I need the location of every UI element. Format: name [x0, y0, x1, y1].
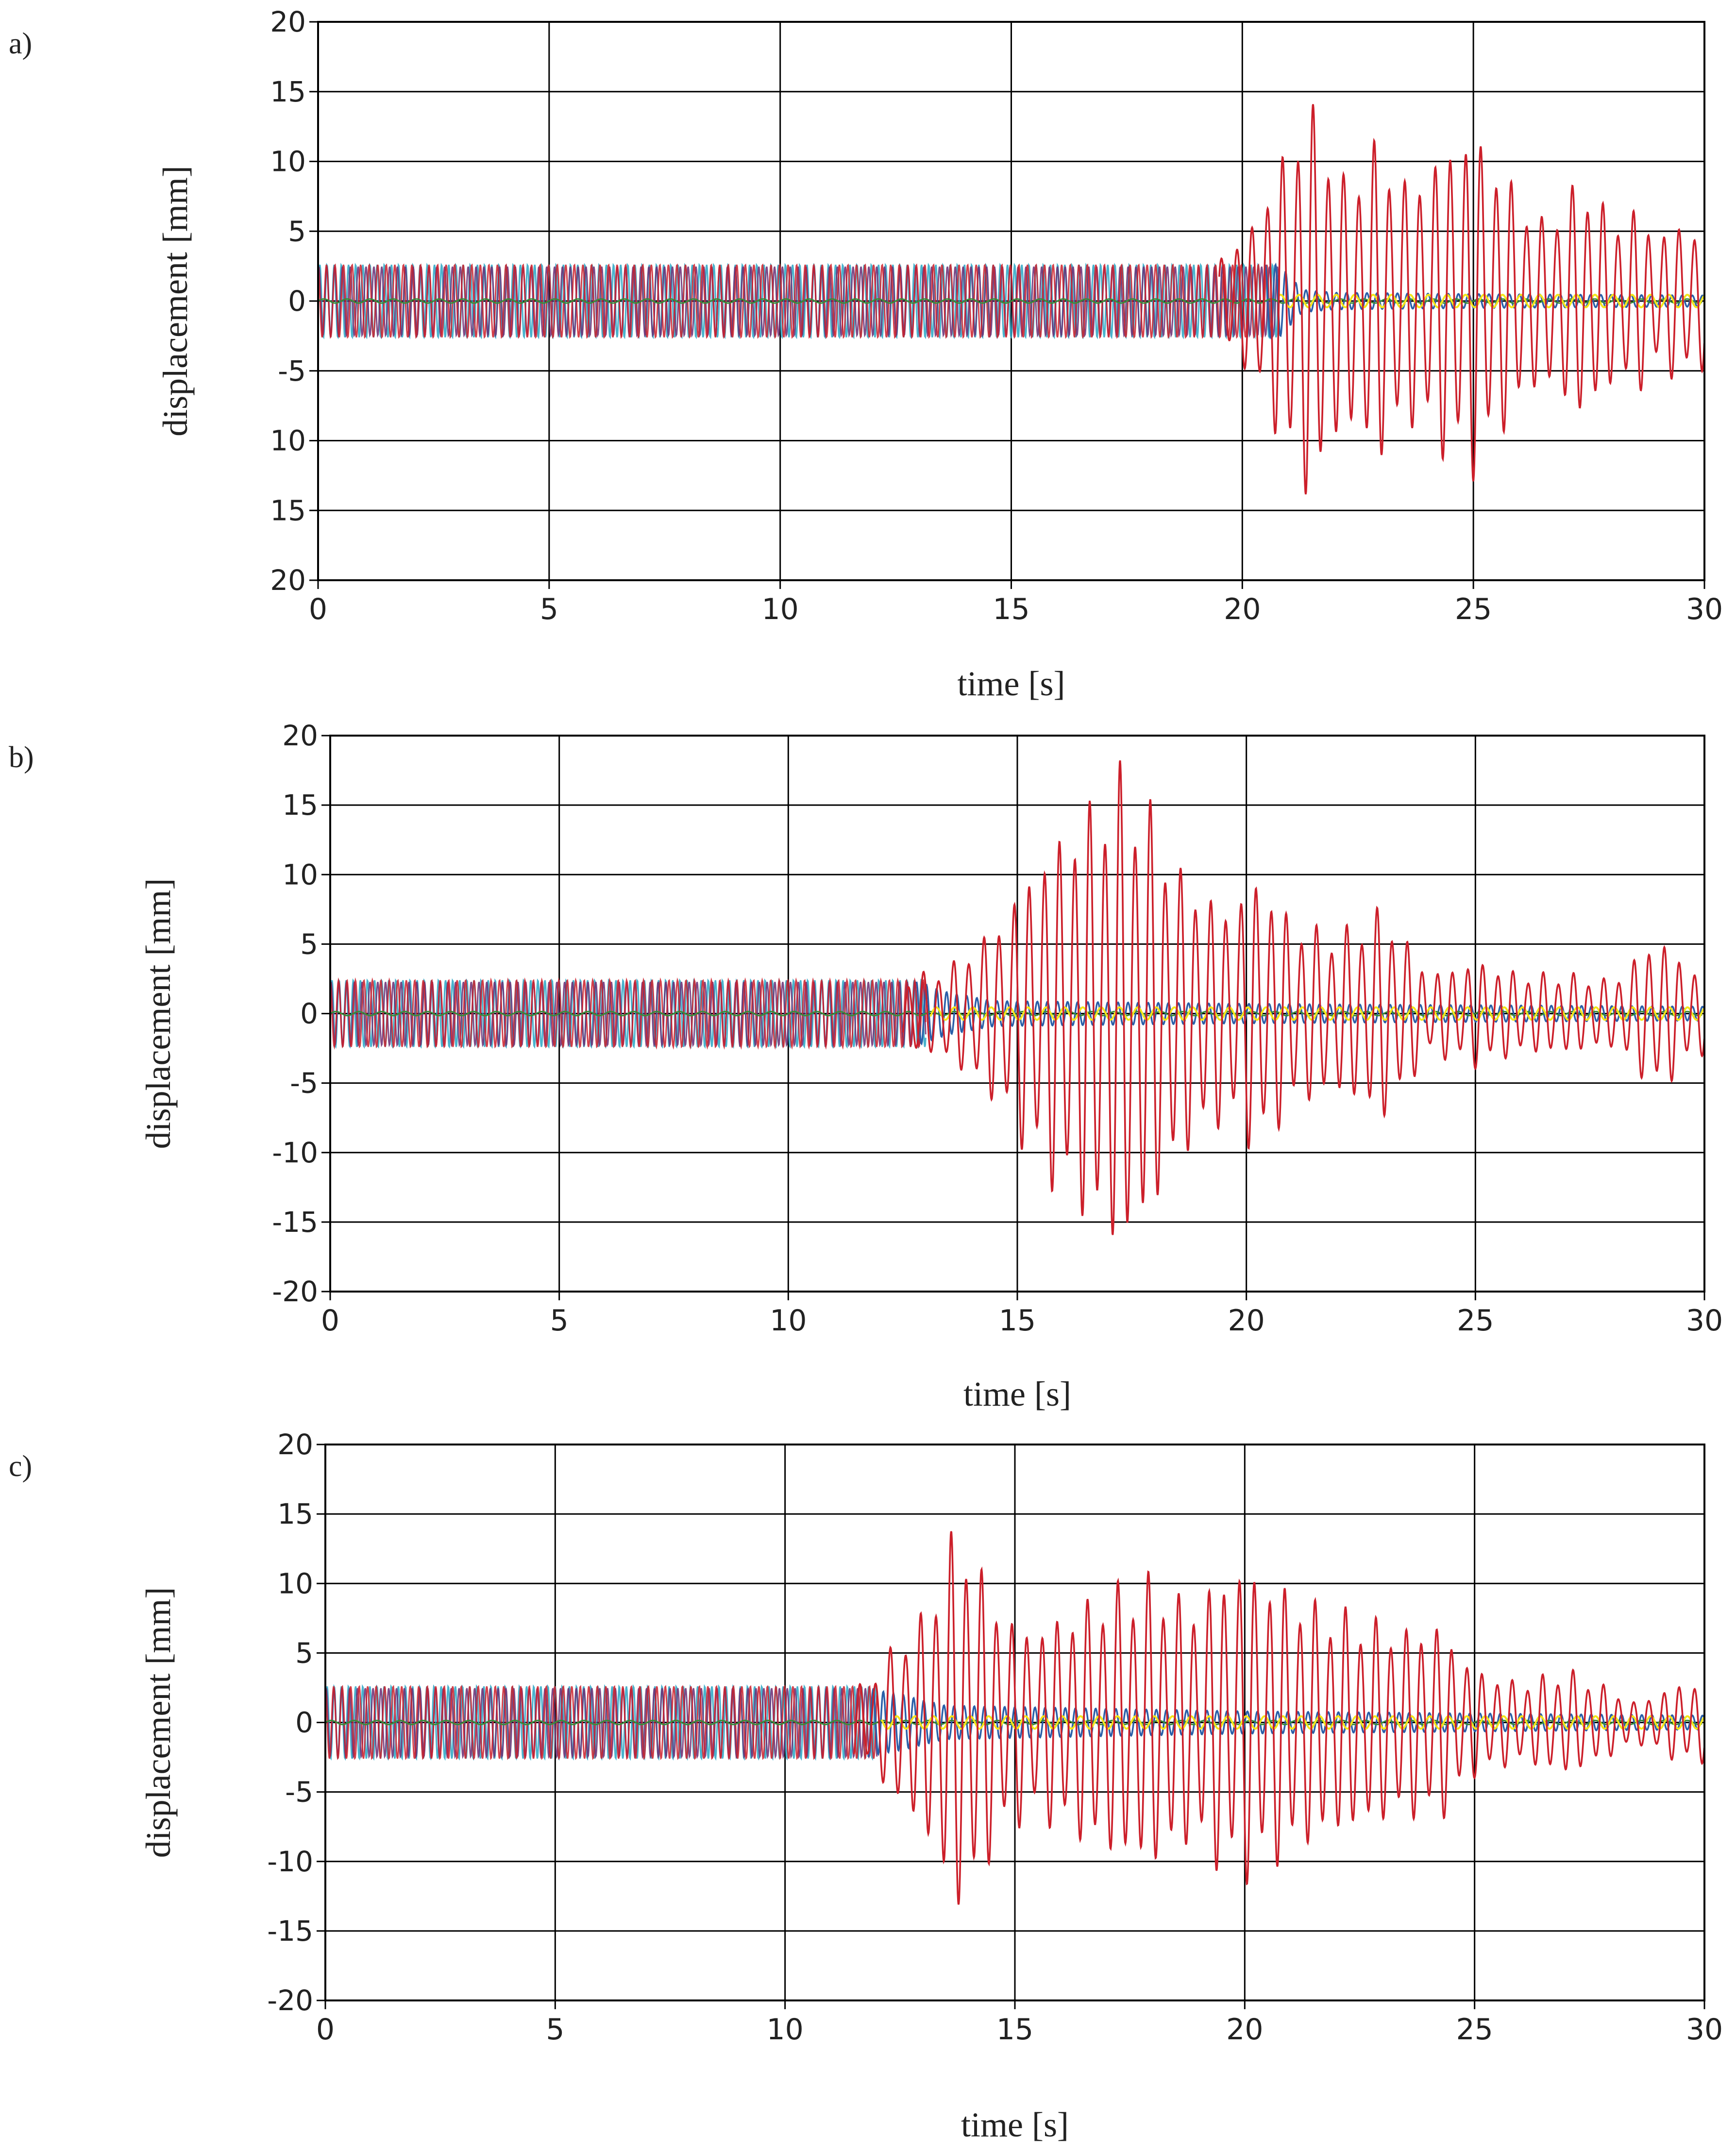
y-tick-label: 20: [270, 564, 306, 597]
y-tick-label: -20: [267, 1984, 313, 2017]
x-tick-label: 0: [316, 2013, 335, 2047]
series-red-band: [325, 1685, 878, 1760]
chart-panel-b: b) 0 5 10 15 20 25 30 20 15 10 5 0 -5 -10 -15 -20 time [s…: [9, 719, 1723, 1413]
x-tick-label: 0: [309, 592, 327, 626]
y-tick-label: -5: [290, 1067, 318, 1100]
y-tick-label: 10: [277, 1567, 313, 1600]
x-tick-label: 15: [996, 2013, 1033, 2047]
y-tick-label: 10: [270, 145, 306, 178]
panel-label: b): [9, 741, 34, 774]
y-tick-label: -15: [272, 1206, 318, 1239]
series-yellow: [880, 1715, 1704, 1730]
x-tick-label: 20: [1228, 1304, 1264, 1338]
series-group: [330, 760, 1704, 1235]
series-yellow: [929, 1006, 1704, 1021]
x-tick-label: 20: [1224, 592, 1261, 626]
y-tick-label: -15: [267, 1915, 313, 1948]
y-tick-label: 0: [295, 1706, 313, 1739]
series-red: [1218, 104, 1704, 495]
series-purple: [325, 1688, 878, 1759]
x-tick-label: 10: [770, 1304, 807, 1338]
y-axis-label: displacement [mm]: [156, 166, 195, 437]
panels: a) 0 5 10 15 20 25 30 20 15 10 5 0 -5 10 15 20 time [s] di…: [9, 5, 1723, 2144]
y-tick-label: -10: [272, 1136, 318, 1169]
y-tick-label: 20: [277, 1428, 313, 1461]
x-tick-label: 5: [540, 592, 558, 626]
series-red-band: [330, 977, 927, 1050]
x-tick-label: 25: [1457, 1304, 1494, 1338]
x-axis-label: time [s]: [961, 2105, 1069, 2144]
y-tick-label: 10: [282, 858, 318, 891]
y-tick-label: 0: [288, 285, 306, 318]
y-tick-label: 5: [288, 215, 306, 248]
y-tick-label: 15: [270, 75, 306, 108]
y-tick-label: 20: [270, 5, 306, 38]
series-group: [318, 104, 1704, 495]
x-tick-label: 5: [546, 2013, 564, 2047]
y-tick-label: 10: [270, 424, 306, 457]
x-tick-label: 10: [766, 2013, 803, 2047]
y-tick-label: -10: [267, 1845, 313, 1878]
x-axis-label: time [s]: [963, 1375, 1071, 1413]
y-tick-label: 5: [300, 927, 318, 960]
y-tick-label: -5: [278, 354, 306, 387]
x-tick-label: 20: [1226, 2013, 1263, 2047]
y-tick-label: 0: [300, 997, 318, 1030]
x-tick-label: 25: [1456, 2013, 1493, 2047]
y-tick-label: -5: [285, 1776, 313, 1809]
panel-label: a): [9, 27, 32, 60]
x-tick-label: 15: [999, 1304, 1036, 1338]
y-tick-label: 20: [282, 719, 318, 752]
x-axis-label: time [s]: [958, 664, 1065, 703]
x-tick-label: 0: [321, 1304, 339, 1338]
series-red-band: [318, 263, 1280, 339]
y-tick-label: 5: [295, 1636, 313, 1669]
y-tick-label: 15: [282, 789, 318, 822]
y-axis-label: displacement [mm]: [139, 878, 178, 1149]
x-tick-label: 30: [1686, 592, 1723, 626]
grid: [318, 22, 1704, 580]
series-red: [902, 760, 1704, 1235]
series-red: [853, 1531, 1704, 1905]
x-tick-label: 30: [1686, 1304, 1723, 1338]
y-tick-label: 15: [277, 1497, 313, 1530]
y-tick-label: 15: [270, 494, 306, 527]
panel-label: c): [9, 1450, 32, 1483]
chart-panel-c: c) 0 5 10 15 20 25 30 20 15 10 5 0 -5 -10 -15 -20 time [s…: [9, 1428, 1723, 2144]
y-tick-label: -20: [272, 1275, 318, 1308]
chart-panel-a: a) 0 5 10 15 20 25 30 20 15 10 5 0 -5 10 15 20 time [s] di…: [9, 5, 1723, 703]
x-tick-label: 30: [1686, 2013, 1723, 2047]
x-tick-label: 15: [993, 592, 1029, 626]
x-tick-label: 5: [550, 1304, 569, 1338]
x-tick-label: 10: [761, 592, 798, 626]
y-axis-label: displacement [mm]: [139, 1587, 178, 1858]
x-tick-label: 25: [1455, 592, 1492, 626]
series-group: [325, 1531, 1704, 1905]
